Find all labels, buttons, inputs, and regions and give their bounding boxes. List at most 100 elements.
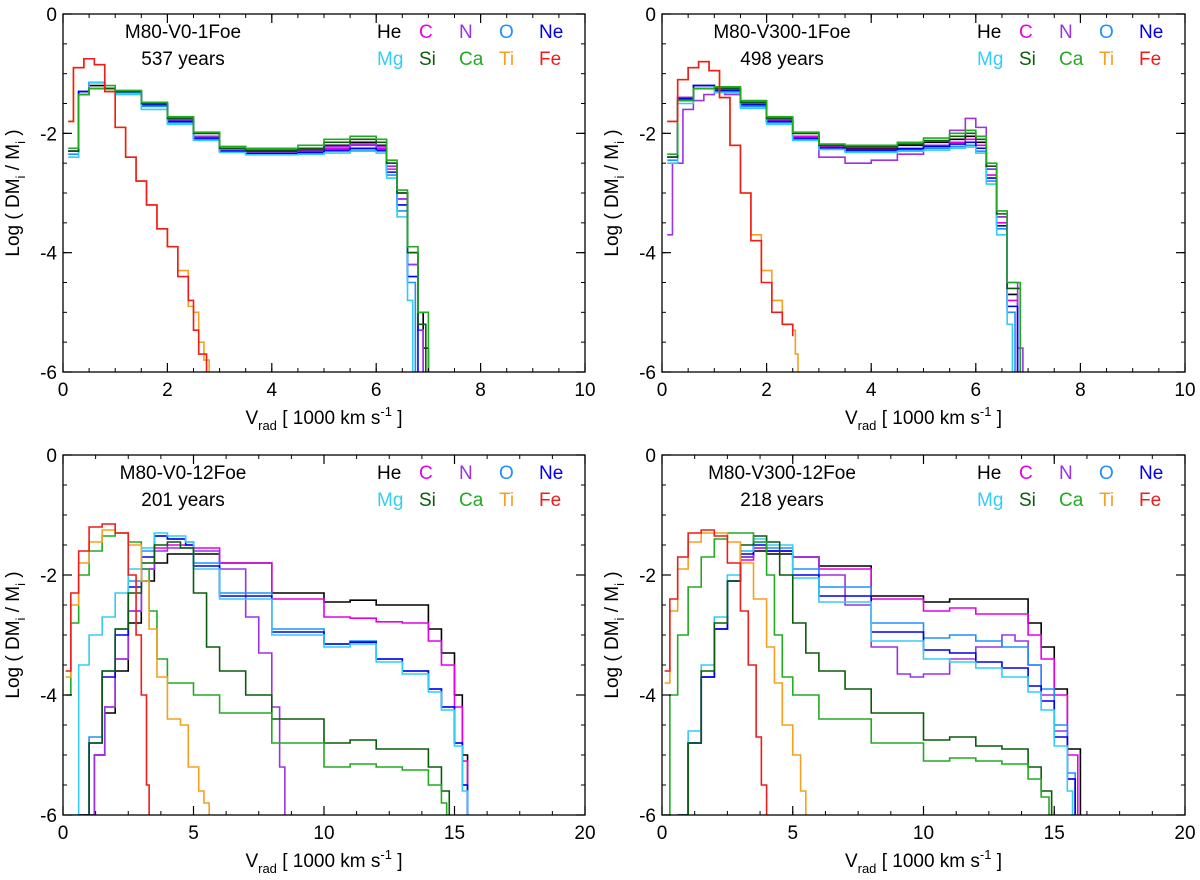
x-tick-label: 15 — [444, 823, 465, 844]
series-line-fe — [667, 60, 794, 337]
x-axis-label: Vrad [ 1000 km s-1 ] — [845, 404, 1002, 433]
x-axis-label: Vrad [ 1000 km s-1 ] — [845, 847, 1002, 875]
legend-entry-ne: Ne — [1139, 22, 1163, 43]
series-line-n — [83, 547, 286, 815]
y-tick-label: -6 — [40, 806, 57, 827]
y-tick-label: -4 — [639, 686, 656, 707]
legend-entry-he: He — [377, 463, 401, 484]
y-tick-label: -6 — [639, 363, 656, 384]
series-line-o — [68, 81, 417, 372]
series-line-mg — [68, 81, 414, 372]
series-line-n — [667, 90, 1024, 372]
legend-entry-si: Si — [1019, 490, 1036, 511]
series-line-mg — [70, 532, 469, 815]
series-line-fe — [664, 529, 768, 815]
panel-3: 0 5 10 15 20 -6 -4 -2 0 Vrad [ 1000 km s-1 ] Log (… — [3, 446, 596, 876]
y-tick-label: -2 — [639, 566, 656, 587]
y-tick-label: 0 — [46, 446, 57, 467]
series-line-fe — [68, 57, 208, 372]
panel-title: M80-V300-12Foe — [708, 463, 856, 484]
legend-entry-c: C — [419, 463, 433, 484]
x-tick-label: 0 — [657, 380, 668, 401]
legend-entry-ne: Ne — [539, 22, 563, 43]
legend-entry-o: O — [499, 22, 514, 43]
legend-entry-fe: Fe — [539, 490, 561, 511]
series-line-c — [68, 81, 424, 372]
series-line-he — [677, 550, 1082, 815]
legend-entry-mg: Mg — [377, 49, 403, 70]
series-line-ti — [667, 60, 799, 372]
legend-entry-mg: Mg — [977, 49, 1003, 70]
series-line-ti — [65, 529, 210, 815]
legend-entry-ti: Ti — [1099, 49, 1114, 70]
series-line-mg — [677, 538, 1074, 815]
x-tick-label: 4 — [267, 380, 278, 401]
legend-entry-si: Si — [1019, 49, 1036, 70]
series-line-ca — [68, 84, 430, 372]
legend-entry-si: Si — [419, 49, 436, 70]
series-line-he — [68, 84, 430, 372]
x-tick-label: 15 — [1044, 823, 1065, 844]
legend-entry-fe: Fe — [539, 49, 561, 70]
series-line-ti — [664, 532, 807, 815]
y-axis-label: Log ( DMi / Mi ) — [602, 571, 627, 698]
series-group — [664, 529, 1082, 815]
x-tick-label: 0 — [657, 823, 668, 844]
panel-title: M80-V0-1Foe — [125, 22, 241, 43]
series-line-ne — [677, 544, 1076, 815]
series-line-n — [68, 81, 424, 372]
legend-entry-ti: Ti — [499, 490, 514, 511]
series-line-o — [677, 541, 1076, 815]
series-group — [65, 523, 469, 815]
legend-entry-n: N — [1059, 463, 1073, 484]
series-line-ca — [664, 532, 1050, 815]
legend-entry-ca: Ca — [459, 490, 484, 511]
y-tick-label: -4 — [40, 686, 57, 707]
x-tick-label: 10 — [574, 380, 595, 401]
y-tick-label: -4 — [40, 244, 57, 265]
panel-title: M80-V0-12Foe — [120, 463, 247, 484]
legend-entry-ti: Ti — [499, 49, 514, 70]
panel-subtitle: 537 years — [141, 49, 224, 70]
legend-entry-n: N — [459, 22, 473, 43]
panel-title: M80-V300-1Foe — [713, 22, 850, 43]
x-tick-label: 8 — [1075, 380, 1086, 401]
legend-entry-n: N — [1059, 22, 1073, 43]
x-tick-label: 4 — [866, 380, 877, 401]
legend-entry-fe: Fe — [1139, 49, 1161, 70]
series-line-ti — [68, 57, 210, 372]
series-line-ne — [68, 81, 419, 372]
series-line-si — [78, 541, 451, 815]
x-tick-label: 20 — [574, 823, 595, 844]
x-axis-label: Vrad [ 1000 km s-1 ] — [245, 404, 402, 433]
x-tick-label: 0 — [58, 380, 69, 401]
y-tick-label: -2 — [639, 124, 656, 145]
legend-entry-fe: Fe — [1139, 490, 1161, 511]
series-group — [667, 60, 1024, 372]
x-tick-label: 0 — [58, 823, 69, 844]
y-tick-label: 0 — [46, 5, 57, 26]
series-group — [68, 57, 430, 372]
x-tick-label: 5 — [188, 823, 199, 844]
y-tick-label: -6 — [639, 806, 656, 827]
legend-entry-o: O — [1099, 22, 1114, 43]
y-tick-label: -2 — [40, 566, 57, 587]
x-tick-label: 5 — [787, 823, 798, 844]
series-line-ca — [65, 532, 448, 815]
x-tick-label: 10 — [313, 823, 334, 844]
series-line-o — [667, 84, 1016, 372]
series-line-ne — [78, 535, 469, 815]
y-tick-label: -4 — [639, 244, 656, 265]
series-line-mg — [667, 87, 1014, 372]
series-line-n — [677, 547, 1076, 815]
y-axis-label: Log ( DMi / Mi ) — [3, 129, 28, 256]
legend-entry-ca: Ca — [1059, 49, 1084, 70]
legend-entry-c: C — [1019, 463, 1033, 484]
panel-subtitle: 498 years — [740, 49, 823, 70]
legend-entry-ti: Ti — [1099, 490, 1114, 511]
y-axis-label: Log ( DMi / Mi ) — [3, 571, 28, 698]
series-line-si — [68, 87, 427, 372]
x-tick-label: 6 — [371, 380, 382, 401]
